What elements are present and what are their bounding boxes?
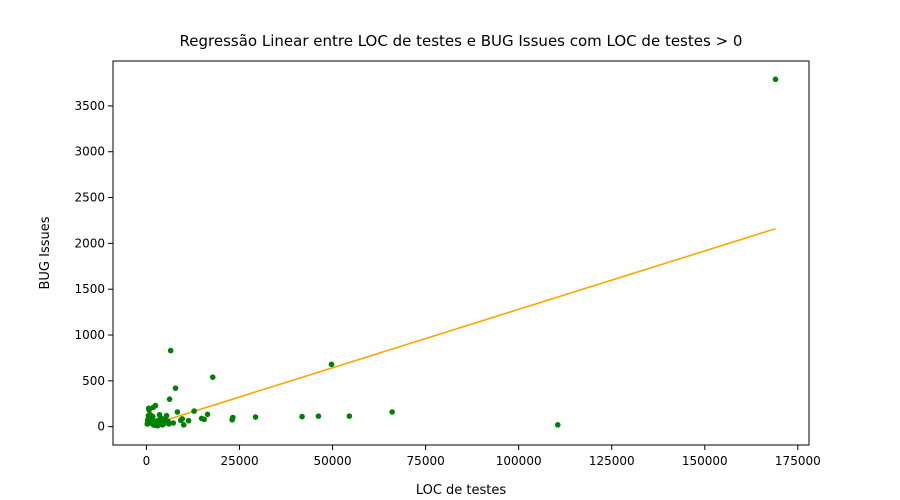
- regression-line: [146, 227, 776, 427]
- regression-layer: [146, 227, 776, 427]
- y-axis-label: BUG Issues: [38, 216, 53, 289]
- data-point: [191, 408, 197, 414]
- data-point: [155, 421, 162, 427]
- data-point: [252, 414, 259, 420]
- x-tick-label: 150000: [682, 454, 728, 468]
- data-point: [209, 374, 216, 380]
- data-point: [328, 361, 335, 368]
- data-point: [204, 411, 211, 418]
- data-point: [180, 422, 187, 428]
- y-tick-label: 0: [97, 420, 105, 434]
- data-point: [185, 417, 192, 424]
- x-tick-label: 25000: [220, 454, 258, 468]
- data-point: [150, 404, 156, 411]
- data-point: [299, 413, 305, 420]
- x-tick-label: 175000: [775, 454, 821, 468]
- plot-area: [112, 60, 810, 446]
- x-tick-label: 0: [143, 454, 151, 468]
- x-axis-label: LOC de testes: [416, 483, 507, 498]
- x-tick-label: 100000: [496, 454, 542, 468]
- y-tick-label: 1000: [74, 328, 105, 342]
- y-tick-label: 2500: [74, 191, 105, 205]
- data-point: [167, 347, 174, 354]
- data-point: [229, 416, 235, 423]
- data-point: [174, 409, 181, 415]
- x-axis-ticks: 0 25000 50000 75000 100000 125000 150000 175000: [143, 445, 821, 468]
- y-tick-label: 500: [82, 374, 105, 388]
- data-point: [198, 415, 205, 422]
- data-point: [315, 413, 322, 419]
- data-point: [389, 409, 395, 415]
- data-point: [145, 416, 151, 423]
- data-point: [166, 396, 173, 402]
- data-point: [145, 405, 152, 412]
- data-point: [156, 411, 163, 418]
- data-point: [772, 76, 779, 83]
- data-point: [177, 417, 184, 424]
- data-point: [172, 385, 179, 391]
- x-tick-label: 50000: [313, 454, 351, 468]
- data-point: [170, 420, 177, 426]
- data-point: [144, 421, 151, 427]
- data-point: [147, 411, 154, 418]
- data-point: [346, 413, 353, 419]
- axes-frame: [112, 60, 810, 446]
- y-tick-label: 2000: [74, 236, 105, 250]
- y-tick-label: 3500: [74, 99, 105, 113]
- chart-title: Regressão Linear entre LOC de testes e B…: [180, 32, 743, 50]
- y-tick-label: 1500: [74, 282, 105, 296]
- x-tick-label: 125000: [589, 454, 635, 468]
- x-tick-label: 75000: [407, 454, 445, 468]
- y-tick-label: 3000: [74, 145, 105, 159]
- y-axis-ticks: 0 500 1000 1500 2000 2500 3000 3500: [74, 99, 113, 434]
- data-point: [554, 422, 561, 428]
- points-layer: [144, 76, 779, 429]
